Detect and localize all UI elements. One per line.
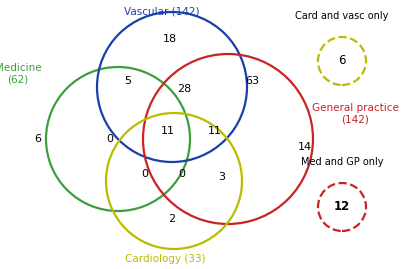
Text: 2: 2: [168, 214, 176, 224]
Text: Card and vasc only: Card and vasc only: [295, 11, 389, 21]
Text: Medicine
(62): Medicine (62): [0, 63, 41, 85]
Text: 14: 14: [298, 142, 312, 152]
Text: 3: 3: [219, 172, 225, 182]
Text: 0: 0: [107, 134, 113, 144]
Text: General practice
(142): General practice (142): [312, 103, 399, 125]
Text: Med and GP only: Med and GP only: [301, 157, 383, 167]
Text: 28: 28: [177, 84, 191, 94]
Text: 63: 63: [245, 76, 259, 86]
Text: 0: 0: [142, 169, 148, 179]
Text: 0: 0: [178, 169, 186, 179]
Text: 6: 6: [338, 55, 346, 68]
Text: 11: 11: [208, 126, 222, 136]
Text: Vascular (142): Vascular (142): [124, 7, 200, 17]
Text: 11: 11: [161, 126, 175, 136]
Text: 6: 6: [34, 134, 41, 144]
Text: 18: 18: [163, 34, 177, 44]
Text: 12: 12: [334, 200, 350, 214]
Text: Cardiology (33): Cardiology (33): [125, 254, 205, 264]
Text: 5: 5: [124, 76, 132, 86]
